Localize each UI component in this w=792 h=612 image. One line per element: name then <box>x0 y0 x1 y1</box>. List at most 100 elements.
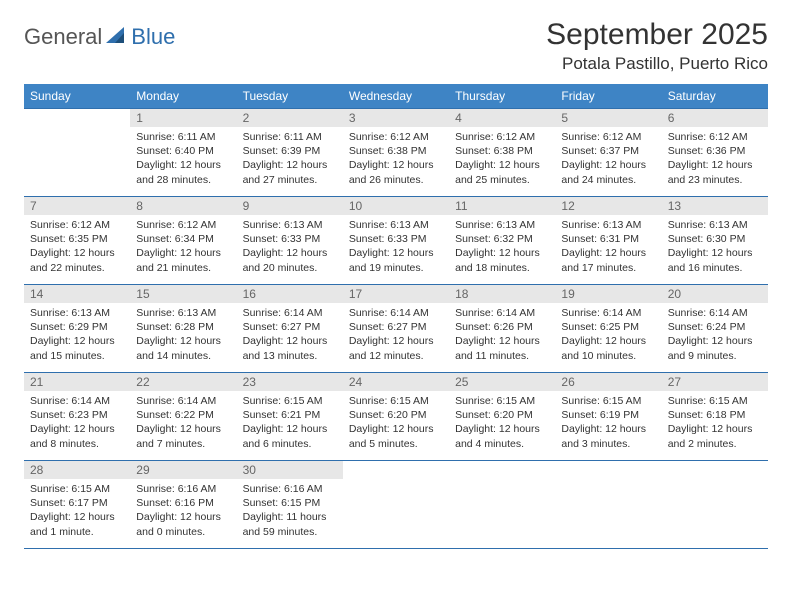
day-details: Sunrise: 6:13 AMSunset: 6:29 PMDaylight:… <box>24 303 130 367</box>
day-number: 4 <box>449 109 555 127</box>
day-details: Sunrise: 6:15 AMSunset: 6:20 PMDaylight:… <box>343 391 449 455</box>
day-details: Sunrise: 6:15 AMSunset: 6:19 PMDaylight:… <box>555 391 661 455</box>
day-details: Sunrise: 6:12 AMSunset: 6:35 PMDaylight:… <box>24 215 130 279</box>
day-cell: 10Sunrise: 6:13 AMSunset: 6:33 PMDayligh… <box>343 197 449 285</box>
day-details: Sunrise: 6:14 AMSunset: 6:25 PMDaylight:… <box>555 303 661 367</box>
day-number: 1 <box>130 109 236 127</box>
day-details: Sunrise: 6:13 AMSunset: 6:30 PMDaylight:… <box>662 215 768 279</box>
day-cell: 3Sunrise: 6:12 AMSunset: 6:38 PMDaylight… <box>343 109 449 197</box>
logo-text-blue: Blue <box>131 24 175 50</box>
day-details: Sunrise: 6:13 AMSunset: 6:33 PMDaylight:… <box>343 215 449 279</box>
day-cell: 7Sunrise: 6:12 AMSunset: 6:35 PMDaylight… <box>24 197 130 285</box>
day-cell: 30Sunrise: 6:16 AMSunset: 6:15 PMDayligh… <box>237 461 343 549</box>
day-cell: 5Sunrise: 6:12 AMSunset: 6:37 PMDaylight… <box>555 109 661 197</box>
day-cell: 8Sunrise: 6:12 AMSunset: 6:34 PMDaylight… <box>130 197 236 285</box>
empty-day-cell <box>343 461 449 549</box>
day-details: Sunrise: 6:11 AMSunset: 6:40 PMDaylight:… <box>130 127 236 191</box>
day-details: Sunrise: 6:13 AMSunset: 6:28 PMDaylight:… <box>130 303 236 367</box>
day-cell: 21Sunrise: 6:14 AMSunset: 6:23 PMDayligh… <box>24 373 130 461</box>
day-number: 18 <box>449 285 555 303</box>
day-number: 8 <box>130 197 236 215</box>
header: General Blue September 2025 Potala Pasti… <box>24 18 768 74</box>
day-number: 5 <box>555 109 661 127</box>
calendar-table: SundayMondayTuesdayWednesdayThursdayFrid… <box>24 84 768 549</box>
day-details: Sunrise: 6:14 AMSunset: 6:23 PMDaylight:… <box>24 391 130 455</box>
day-details: Sunrise: 6:12 AMSunset: 6:34 PMDaylight:… <box>130 215 236 279</box>
empty-day-cell <box>449 461 555 549</box>
day-number: 10 <box>343 197 449 215</box>
day-cell: 23Sunrise: 6:15 AMSunset: 6:21 PMDayligh… <box>237 373 343 461</box>
day-number: 30 <box>237 461 343 479</box>
logo: General Blue <box>24 24 175 50</box>
day-number: 29 <box>130 461 236 479</box>
empty-day-cell <box>24 109 130 197</box>
location-label: Potala Pastillo, Puerto Rico <box>546 54 768 74</box>
day-details: Sunrise: 6:14 AMSunset: 6:22 PMDaylight:… <box>130 391 236 455</box>
calendar-week-row: 1Sunrise: 6:11 AMSunset: 6:40 PMDaylight… <box>24 109 768 197</box>
day-details: Sunrise: 6:13 AMSunset: 6:33 PMDaylight:… <box>237 215 343 279</box>
day-cell: 12Sunrise: 6:13 AMSunset: 6:31 PMDayligh… <box>555 197 661 285</box>
day-cell: 20Sunrise: 6:14 AMSunset: 6:24 PMDayligh… <box>662 285 768 373</box>
day-number: 2 <box>237 109 343 127</box>
day-cell: 4Sunrise: 6:12 AMSunset: 6:38 PMDaylight… <box>449 109 555 197</box>
day-details: Sunrise: 6:12 AMSunset: 6:37 PMDaylight:… <box>555 127 661 191</box>
day-details: Sunrise: 6:16 AMSunset: 6:16 PMDaylight:… <box>130 479 236 543</box>
day-details: Sunrise: 6:11 AMSunset: 6:39 PMDaylight:… <box>237 127 343 191</box>
title-block: September 2025 Potala Pastillo, Puerto R… <box>546 18 768 74</box>
day-details: Sunrise: 6:14 AMSunset: 6:27 PMDaylight:… <box>237 303 343 367</box>
weekday-header: Thursday <box>449 84 555 109</box>
day-number: 22 <box>130 373 236 391</box>
weekday-header: Wednesday <box>343 84 449 109</box>
empty-day-cell <box>555 461 661 549</box>
logo-sail-icon <box>106 25 128 50</box>
day-details: Sunrise: 6:12 AMSunset: 6:36 PMDaylight:… <box>662 127 768 191</box>
day-number: 27 <box>662 373 768 391</box>
day-cell: 2Sunrise: 6:11 AMSunset: 6:39 PMDaylight… <box>237 109 343 197</box>
day-cell: 11Sunrise: 6:13 AMSunset: 6:32 PMDayligh… <box>449 197 555 285</box>
day-cell: 27Sunrise: 6:15 AMSunset: 6:18 PMDayligh… <box>662 373 768 461</box>
day-number: 12 <box>555 197 661 215</box>
calendar-week-row: 21Sunrise: 6:14 AMSunset: 6:23 PMDayligh… <box>24 373 768 461</box>
day-cell: 24Sunrise: 6:15 AMSunset: 6:20 PMDayligh… <box>343 373 449 461</box>
day-cell: 18Sunrise: 6:14 AMSunset: 6:26 PMDayligh… <box>449 285 555 373</box>
day-cell: 6Sunrise: 6:12 AMSunset: 6:36 PMDaylight… <box>662 109 768 197</box>
weekday-header: Monday <box>130 84 236 109</box>
day-cell: 25Sunrise: 6:15 AMSunset: 6:20 PMDayligh… <box>449 373 555 461</box>
weekday-header: Tuesday <box>237 84 343 109</box>
day-cell: 16Sunrise: 6:14 AMSunset: 6:27 PMDayligh… <box>237 285 343 373</box>
day-number: 25 <box>449 373 555 391</box>
day-number: 11 <box>449 197 555 215</box>
day-number: 3 <box>343 109 449 127</box>
day-cell: 1Sunrise: 6:11 AMSunset: 6:40 PMDaylight… <box>130 109 236 197</box>
calendar-week-row: 28Sunrise: 6:15 AMSunset: 6:17 PMDayligh… <box>24 461 768 549</box>
day-number: 28 <box>24 461 130 479</box>
day-cell: 29Sunrise: 6:16 AMSunset: 6:16 PMDayligh… <box>130 461 236 549</box>
day-cell: 9Sunrise: 6:13 AMSunset: 6:33 PMDaylight… <box>237 197 343 285</box>
empty-day-cell <box>662 461 768 549</box>
day-number: 20 <box>662 285 768 303</box>
day-details: Sunrise: 6:12 AMSunset: 6:38 PMDaylight:… <box>343 127 449 191</box>
day-details: Sunrise: 6:15 AMSunset: 6:17 PMDaylight:… <box>24 479 130 543</box>
day-details: Sunrise: 6:13 AMSunset: 6:32 PMDaylight:… <box>449 215 555 279</box>
day-cell: 13Sunrise: 6:13 AMSunset: 6:30 PMDayligh… <box>662 197 768 285</box>
day-number: 23 <box>237 373 343 391</box>
day-details: Sunrise: 6:16 AMSunset: 6:15 PMDaylight:… <box>237 479 343 543</box>
day-number: 15 <box>130 285 236 303</box>
day-details: Sunrise: 6:15 AMSunset: 6:21 PMDaylight:… <box>237 391 343 455</box>
weekday-header-row: SundayMondayTuesdayWednesdayThursdayFrid… <box>24 84 768 109</box>
day-number: 17 <box>343 285 449 303</box>
day-number: 24 <box>343 373 449 391</box>
calendar-week-row: 7Sunrise: 6:12 AMSunset: 6:35 PMDaylight… <box>24 197 768 285</box>
day-number: 16 <box>237 285 343 303</box>
day-number: 14 <box>24 285 130 303</box>
day-cell: 14Sunrise: 6:13 AMSunset: 6:29 PMDayligh… <box>24 285 130 373</box>
day-number: 26 <box>555 373 661 391</box>
day-cell: 22Sunrise: 6:14 AMSunset: 6:22 PMDayligh… <box>130 373 236 461</box>
calendar-week-row: 14Sunrise: 6:13 AMSunset: 6:29 PMDayligh… <box>24 285 768 373</box>
day-details: Sunrise: 6:14 AMSunset: 6:26 PMDaylight:… <box>449 303 555 367</box>
day-details: Sunrise: 6:15 AMSunset: 6:18 PMDaylight:… <box>662 391 768 455</box>
page-title: September 2025 <box>546 18 768 52</box>
day-cell: 26Sunrise: 6:15 AMSunset: 6:19 PMDayligh… <box>555 373 661 461</box>
day-details: Sunrise: 6:15 AMSunset: 6:20 PMDaylight:… <box>449 391 555 455</box>
weekday-header: Friday <box>555 84 661 109</box>
